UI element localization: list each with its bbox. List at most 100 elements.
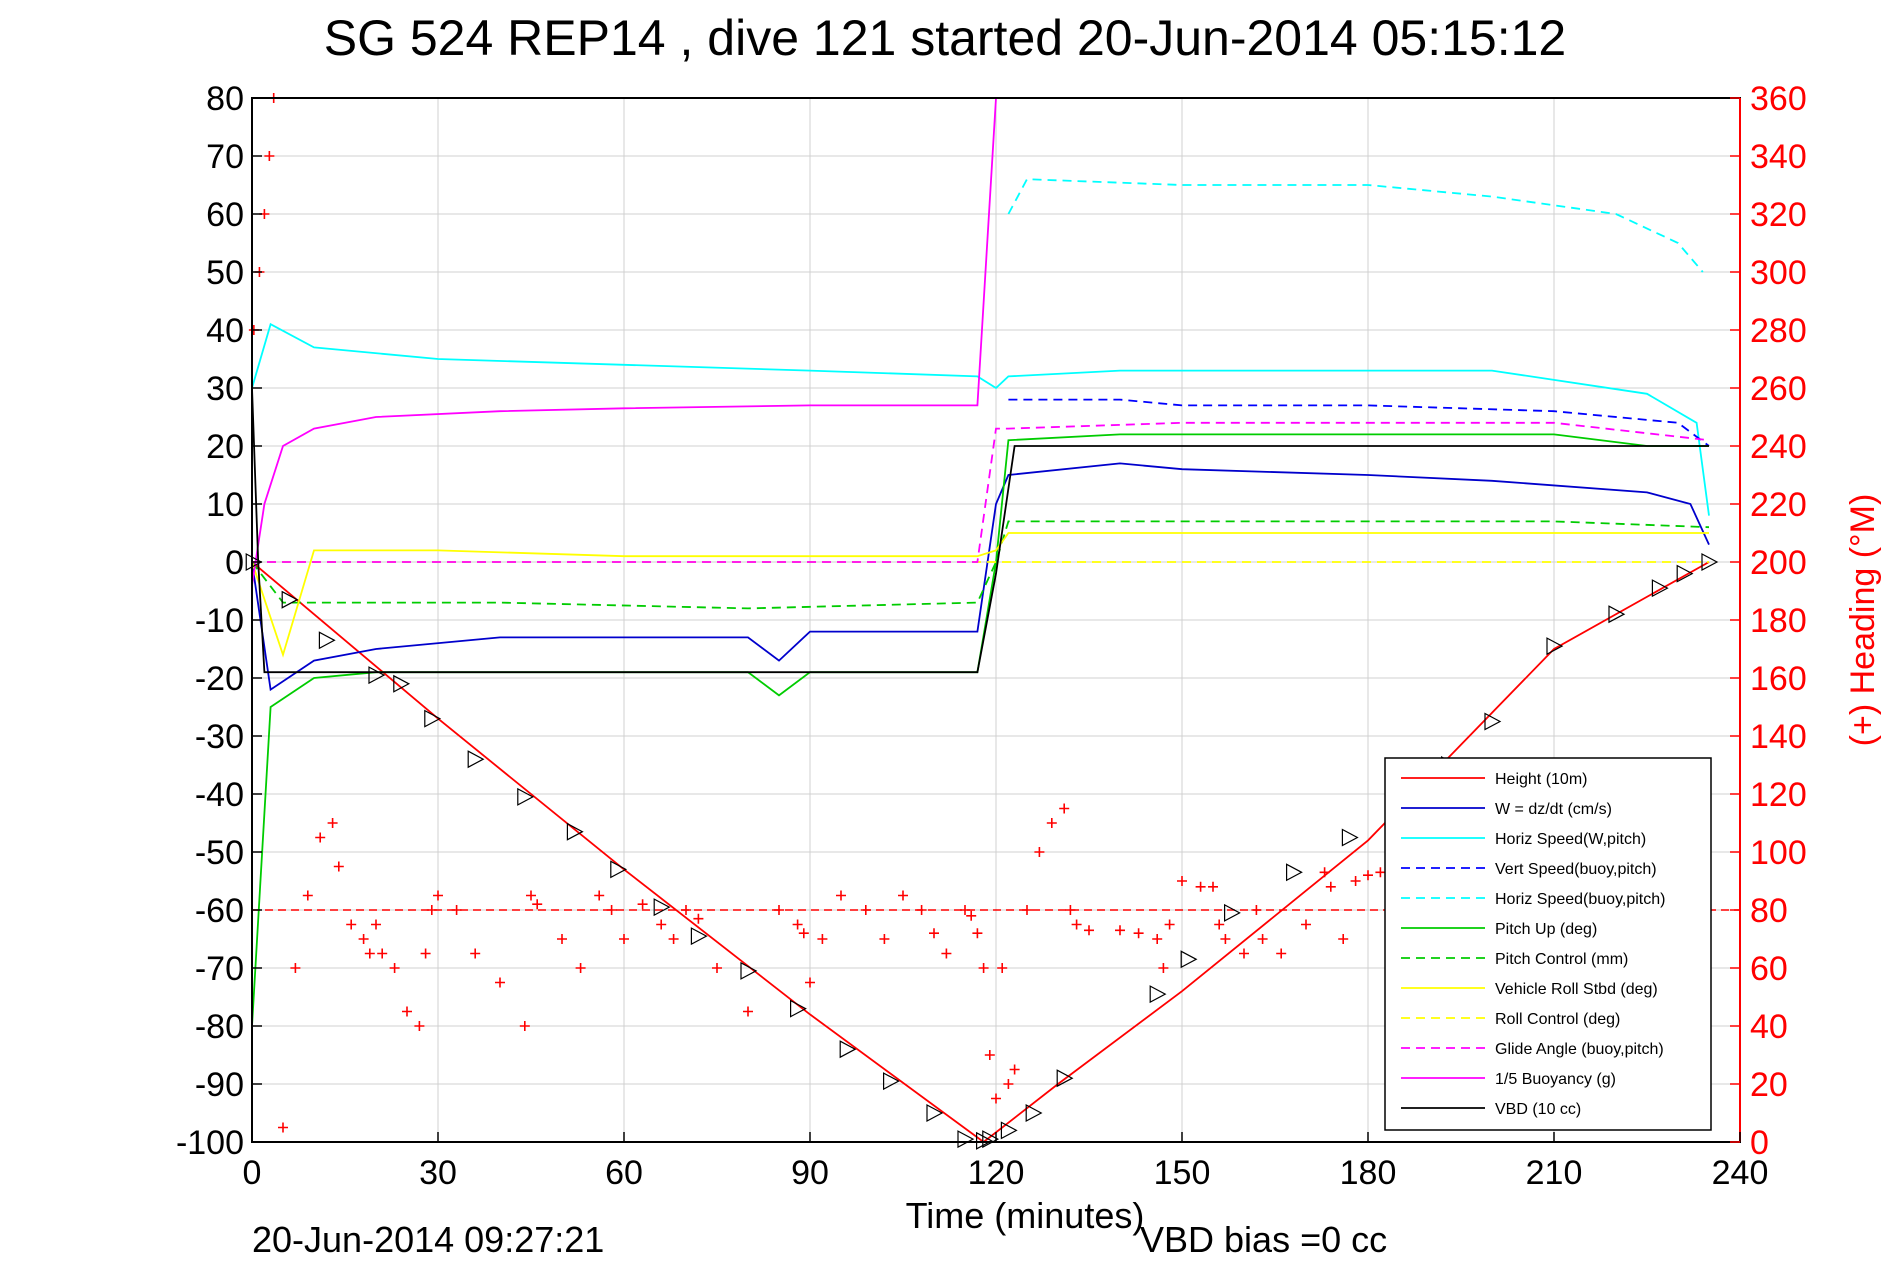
y-right-tick-label: 220: [1750, 486, 1807, 524]
profile-marker: [1341, 828, 1359, 847]
profile-marker: [517, 787, 535, 806]
series-line: [1008, 398, 1710, 447]
heading-point: [1152, 934, 1163, 944]
profile-marker: [1025, 1104, 1043, 1122]
heading-point: [302, 890, 313, 901]
legend-label: Pitch Up (deg): [1495, 921, 1597, 938]
heading-point: [1059, 803, 1070, 814]
y-right-tick-label: 320: [1750, 196, 1807, 234]
profile-marker: [839, 1040, 857, 1059]
profile-marker: [1484, 712, 1502, 731]
heading-point: [693, 913, 704, 924]
heading-point: [451, 905, 462, 915]
y-right-tick-label: 0: [1750, 1124, 1769, 1162]
heading-point: [984, 1050, 995, 1060]
profile-marker: [281, 590, 299, 609]
profile-marker: [1149, 985, 1167, 1004]
y-right-tick-label: 40: [1750, 1008, 1788, 1046]
profile-marker: [653, 898, 671, 917]
heading-point: [327, 818, 338, 828]
profile-marker: [245, 553, 263, 571]
x-tick-label: 30: [419, 1154, 457, 1192]
heading-point: [1338, 934, 1349, 944]
heading-point: [966, 910, 977, 921]
profile-marker: [957, 1130, 975, 1149]
heading-point: [1065, 905, 1076, 915]
profile-marker: [368, 666, 386, 685]
profile-marker: [1180, 950, 1198, 969]
y-tick-label: -40: [195, 776, 244, 814]
profile-marker: [393, 674, 411, 693]
y-right-tick-label: 120: [1750, 776, 1807, 814]
y-right-tick-label: 20: [1750, 1066, 1788, 1104]
series-line: [252, 421, 1710, 563]
y-tick-label: 40: [206, 312, 244, 350]
heading-point: [426, 905, 437, 915]
profile-marker: [1224, 903, 1241, 922]
heading-point: [315, 832, 326, 843]
heading-point: [346, 919, 357, 930]
x-axis-ticks: 0 30 60 90 120 150 180 210 240: [243, 1132, 1768, 1192]
y-right-tick-label: 160: [1750, 660, 1807, 698]
legend-label: 1/5 Buoyancy (g): [1495, 1071, 1616, 1088]
heading-point: [1003, 1079, 1014, 1089]
heading-point: [798, 928, 809, 939]
chart-title: SG 524 REP14 , dive 121 started 20-Jun-2…: [324, 10, 1567, 66]
heading-point: [879, 934, 890, 944]
profile-marker: [982, 1130, 1000, 1149]
legend-label: VBD (10 cc): [1495, 1101, 1581, 1118]
y-right-tick-label: 200: [1750, 544, 1807, 582]
x-tick-label: 60: [605, 1154, 643, 1192]
heading-point: [929, 928, 939, 939]
legend: Height (10m) W = dz/dt (cm/s) Horiz Speed(…: [1384, 757, 1712, 1131]
heading-point: [264, 151, 275, 161]
y-right-axis-label: (+) Heading (°M): [1844, 494, 1882, 747]
y-tick-label: 70: [206, 138, 244, 176]
heading-point: [836, 890, 846, 901]
y-tick-label: 60: [206, 196, 244, 234]
heading-point: [656, 919, 667, 930]
y-tick-label: 20: [206, 428, 244, 466]
legend-label: W = dz/dt (cm/s): [1495, 801, 1612, 818]
profile-marker: [1651, 579, 1669, 598]
y-right-tick-label: 140: [1750, 718, 1807, 756]
heading-point: [898, 890, 908, 901]
heading-point: [1350, 876, 1361, 886]
series-line: [251, 561, 1710, 1144]
legend-label: Pitch Control (mm): [1495, 951, 1628, 968]
y-right-tick-label: 80: [1750, 892, 1788, 930]
footer-vbd-bias: VBD bias =0 cc: [1140, 1219, 1387, 1260]
heading-point: [1009, 1064, 1020, 1075]
heading-point: [1071, 919, 1082, 930]
heading-point: [1220, 934, 1231, 944]
legend-label: Roll Control (deg): [1495, 1011, 1620, 1028]
profile-marker: [424, 709, 442, 728]
y-tick-label: -80: [195, 1008, 244, 1046]
y-tick-label: -60: [195, 892, 244, 930]
heading-point: [389, 963, 400, 973]
profile-marker: [1676, 564, 1694, 583]
y-tick-label: 0: [225, 544, 244, 582]
y-tick-label: -10: [195, 602, 244, 640]
y-right-tick-label: 100: [1750, 834, 1807, 872]
heading-point: [1195, 881, 1206, 892]
heading-point: [1084, 925, 1094, 936]
heading-point: [860, 905, 871, 915]
heading-point: [364, 948, 375, 959]
legend-label: Glide Angle (buoy,pitch): [1495, 1041, 1664, 1058]
series-line: [251, 322, 1710, 516]
profile-marker: [610, 860, 628, 879]
profile-marker: [1000, 1121, 1018, 1140]
x-tick-label: 210: [1526, 1154, 1583, 1192]
heading-series: [248, 93, 1522, 1133]
heading-point: [290, 963, 301, 973]
y-tick-label: 50: [206, 254, 244, 292]
heading-point: [371, 919, 381, 930]
heading-point: [1301, 919, 1311, 930]
y-tick-label: -100: [176, 1124, 244, 1162]
x-tick-label: 0: [243, 1154, 262, 1192]
heading-point: [575, 963, 586, 973]
heading-point: [420, 948, 431, 959]
heading-point: [532, 899, 543, 910]
profile-marker: [1286, 863, 1303, 882]
